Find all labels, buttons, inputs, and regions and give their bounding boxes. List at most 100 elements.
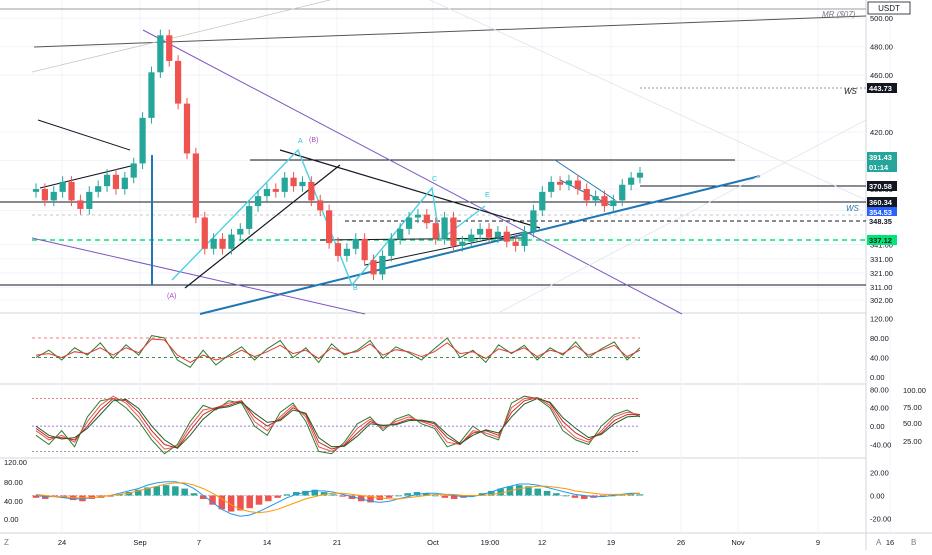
timezone-z[interactable]: Z: [4, 538, 9, 547]
macd-histogram-bar: [237, 495, 244, 511]
time-tick-label: 16: [886, 538, 894, 547]
price-label-box: [867, 216, 897, 226]
candle-body: [326, 210, 333, 244]
candle-body: [281, 177, 288, 192]
macd-histogram-bar: [116, 494, 123, 496]
wave-label-a: A: [298, 138, 303, 145]
candle-body: [112, 174, 120, 190]
time-tick-label: 19: [607, 538, 615, 547]
osc2-right-tick: 75.00: [903, 403, 922, 412]
macd-right-tick: 20.00: [870, 469, 889, 478]
macd-histogram-bar: [144, 487, 151, 496]
candle-body: [610, 200, 617, 207]
macd-left-tick: 40.00: [4, 497, 23, 506]
macd-histogram-bar: [413, 492, 421, 496]
candle-body: [59, 181, 66, 192]
osc-tick-label: 80.00: [870, 334, 889, 343]
wave-label-c: C: [432, 176, 437, 183]
candle-body: [539, 191, 546, 211]
candle-body: [370, 260, 377, 275]
time-tick-label: 9: [816, 538, 820, 547]
osc-tick-label: 0.00: [870, 373, 885, 382]
macd-histogram-bar: [562, 495, 569, 497]
macd-histogram-bar: [534, 488, 542, 496]
macd-histogram-bar: [404, 493, 411, 496]
osc-series-line: [35, 397, 641, 449]
macd-histogram-bar: [423, 493, 430, 496]
candle-body: [450, 217, 457, 246]
purple-channel-bottom: [31, 237, 366, 315]
left-triangle-bottom: [39, 164, 136, 189]
macd-histogram-bar: [274, 495, 281, 498]
candle-body: [95, 186, 102, 192]
candle-body: [583, 189, 590, 201]
macd-histogram-bar: [618, 494, 625, 496]
candle-body: [574, 180, 581, 190]
macd-left-tick: 120.00: [4, 458, 27, 467]
candle-body: [228, 234, 235, 249]
macd-right-tick: -20.00: [870, 515, 891, 524]
candle-body: [441, 217, 448, 239]
macd-histogram-bar: [432, 495, 439, 497]
macd-histogram-bar: [79, 495, 86, 502]
osc-tick-label: 120.00: [870, 314, 893, 323]
candle-body: [379, 255, 386, 275]
currency-label[interactable]: USDT: [878, 4, 900, 13]
macd-histogram-bar: [181, 488, 188, 496]
candle-body: [272, 189, 279, 192]
macd-histogram-bar: [283, 494, 291, 496]
candle-body: [86, 191, 93, 209]
price-label-text: 337.12: [869, 236, 892, 245]
log-scale-b[interactable]: B: [911, 538, 916, 547]
candle-body: [601, 196, 608, 207]
candle-body: [405, 217, 413, 229]
osc2-right-tick: 50.00: [903, 419, 922, 428]
candle-body: [175, 60, 182, 104]
wedge-upper: [279, 149, 541, 229]
macd-histogram-bar: [265, 495, 272, 502]
osc-tick-label: -40.00: [870, 441, 891, 450]
macd-histogram-bar: [88, 495, 96, 499]
price-label-box: [867, 83, 897, 93]
osc2-right-tick: 100.00: [903, 386, 926, 395]
candle-body: [334, 243, 342, 256]
candle-body: [521, 231, 528, 246]
price-label-text: 360.34: [869, 198, 893, 207]
macd-histogram-bar: [571, 495, 579, 498]
candle-body: [254, 196, 262, 207]
candle-body: [299, 181, 306, 187]
candle-body: [494, 231, 501, 238]
macd-histogram-bar: [32, 495, 40, 498]
faint-diag-1: [429, 0, 867, 201]
candle-body: [210, 238, 217, 249]
currency-box[interactable]: [867, 1, 911, 15]
macd-histogram-bar: [200, 495, 207, 499]
ws-annotation-top: WS: [844, 87, 858, 96]
wave-label-e: E: [485, 192, 490, 199]
macd-histogram-bar: [515, 485, 523, 496]
candle-body: [592, 196, 599, 201]
time-tick-label: 26: [677, 538, 685, 547]
price-tick-label: 331.00: [870, 255, 893, 264]
macd-histogram-bar: [209, 495, 216, 505]
price-tick-label: 460.00: [870, 71, 893, 80]
macd-histogram-bar: [488, 490, 495, 496]
osc-series-line: [35, 338, 641, 363]
candle-body: [628, 177, 635, 185]
osc-tick-label: 80.00: [870, 385, 889, 394]
time-tick-label: 7: [197, 538, 201, 547]
price-label-text: 370.58: [869, 182, 892, 191]
macd-histogram-bar: [255, 495, 263, 505]
macd-histogram-bar: [339, 495, 346, 497]
candle-body: [530, 210, 537, 232]
macd-pane: 120.00 80.00 40.00 0.00 20.00 0.00 -20.00: [4, 458, 891, 524]
macd-histogram-bar: [51, 495, 58, 497]
candle-body: [459, 241, 466, 246]
price-label-box: [867, 181, 897, 191]
macd-histogram-bar: [357, 495, 365, 502]
auto-scale-a[interactable]: A: [876, 538, 882, 547]
price-label-box: [867, 162, 897, 172]
macd-histogram-bar: [125, 492, 133, 496]
